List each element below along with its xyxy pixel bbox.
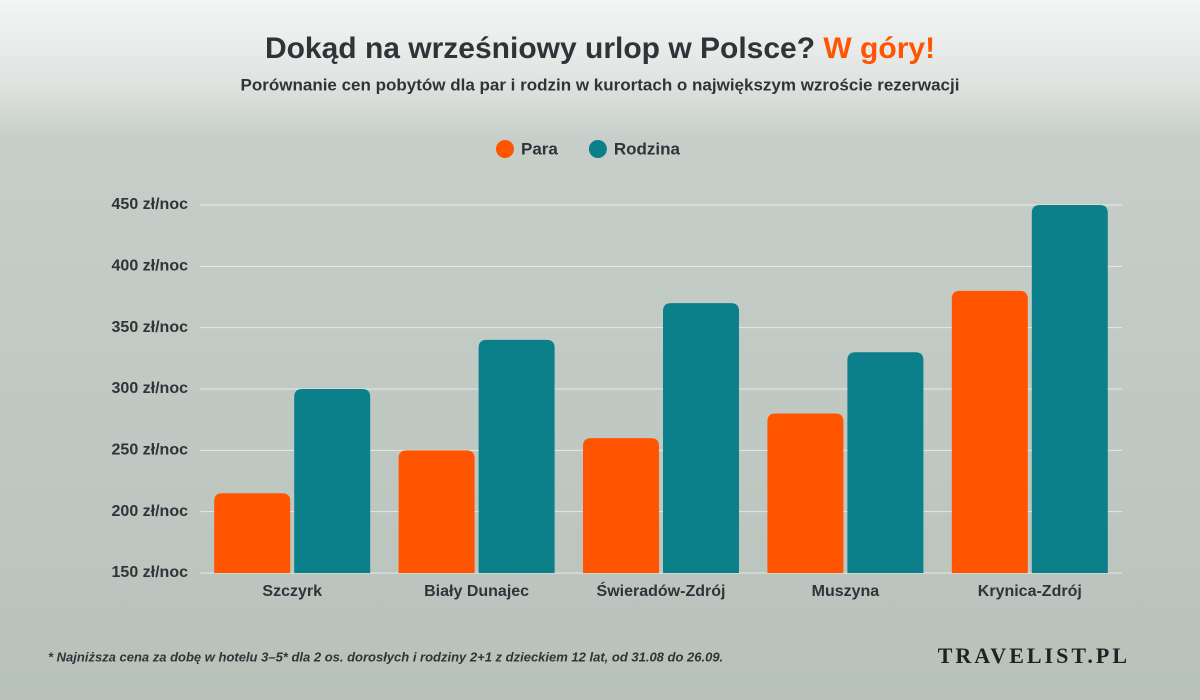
y-tick-label: 150 zł/noc — [112, 564, 189, 581]
bar — [214, 493, 291, 573]
y-tick-label: 450 zł/noc — [112, 196, 189, 213]
footnote: * Najniższa cena za dobę w hotelu 3–5* d… — [48, 649, 723, 664]
bar — [767, 413, 844, 573]
bar — [1031, 205, 1108, 573]
y-tick-label: 200 zł/noc — [112, 503, 189, 520]
legend-marker — [496, 140, 514, 158]
y-tick-label: 350 zł/noc — [112, 319, 189, 336]
legend-label: Rodzina — [614, 139, 681, 158]
bar — [294, 389, 371, 573]
title-accent: W góry! — [823, 32, 935, 65]
x-tick-label: Krynica-Zdrój — [978, 583, 1082, 600]
x-tick-label: Świeradów-Zdrój — [597, 581, 726, 600]
y-tick-label: 300 zł/noc — [112, 380, 189, 397]
title-main: Dokąd na wrześniowy urlop w Polsce? — [265, 32, 815, 65]
x-tick-label: Muszyna — [812, 583, 880, 600]
bar — [398, 450, 475, 573]
bar — [583, 438, 659, 573]
legend-label: Para — [521, 139, 558, 158]
chart-subtitle: Porównanie cen pobytów dla par i rodzin … — [241, 75, 960, 94]
legend-marker — [588, 140, 607, 158]
x-tick-label: Szczyrk — [262, 583, 322, 600]
bar — [663, 303, 739, 573]
y-tick-label: 250 zł/noc — [112, 442, 189, 459]
bar — [847, 352, 924, 573]
chart-title: Dokąd na wrześniowy urlop w Polsce? W gó… — [265, 32, 935, 65]
y-tick-label: 400 zł/noc — [112, 258, 189, 275]
bar — [951, 290, 1028, 573]
bar — [478, 339, 555, 573]
brand: TRAVELIST.PL — [938, 643, 1130, 668]
x-tick-label: Biały Dunajec — [424, 583, 529, 600]
